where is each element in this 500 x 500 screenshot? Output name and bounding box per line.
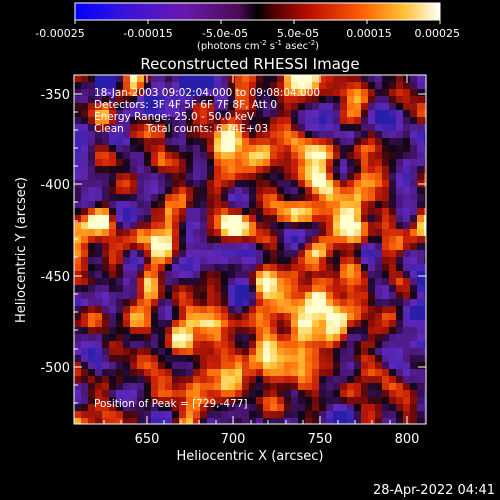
heatmap-image	[74, 75, 426, 424]
plot-timestamp: 28-Apr-2022 04:41	[373, 483, 495, 498]
x-tick-label: 800	[395, 432, 420, 447]
detectors-text: Detectors: 3F 4F 5F 6F 7F 8F, Att 0	[94, 99, 277, 111]
colorbar-tick-label: -0.00025	[35, 27, 84, 40]
colorbar-tick-label: 0.00015	[346, 27, 392, 40]
colorbar-ticks	[74, 20, 441, 24]
colorbar: -0.00025 -0.00015 -5.0e-05 5.0e-05 0.000…	[35, 2, 461, 52]
colorbar-gradient	[74, 2, 441, 21]
x-tick-label: 700	[221, 432, 246, 447]
colorbar-tick-label: -0.00015	[123, 27, 172, 40]
y-tick-label: -500	[40, 361, 70, 376]
plot-frame	[73, 74, 427, 425]
time-range-text: 18-Jan-2003 09:02:04.000 to 09:08:04.000	[94, 87, 320, 99]
plot-title: Reconstructed RHESSI Image	[140, 55, 359, 73]
x-axis-ticks	[103, 75, 408, 424]
y-tick-label: -450	[40, 270, 70, 285]
x-tick-label: 650	[135, 432, 160, 447]
x-tick-label: 750	[308, 432, 333, 447]
algorithm-text: Clean	[94, 123, 124, 135]
peak-position-text: Position of Peak = [729,-477]	[94, 398, 248, 410]
colorbar-tick-label: -5.0e-05	[202, 27, 248, 40]
y-axis-ticks	[74, 93, 426, 404]
colorbar-tick-label: 0.00025	[415, 27, 461, 40]
image-info: 18-Jan-2003 09:02:04.000 to 09:08:04.000…	[94, 87, 320, 410]
colorbar-units: (photons cm-2 s-1 asec-2)	[197, 39, 319, 52]
energy-range-text: Energy Range: 25.0 - 50.0 keV	[94, 111, 255, 123]
total-counts-text: Total counts: 6.74E+03	[145, 123, 268, 135]
image-area	[74, 75, 426, 424]
y-tick-label: -350	[40, 88, 70, 103]
x-axis-label: Heliocentric X (arcsec)	[177, 449, 324, 464]
y-tick-label: -400	[40, 178, 70, 193]
y-axis-label: Heliocentric Y (arcsec)	[14, 177, 29, 323]
colorbar-tick-label: 5.0e-05	[277, 27, 319, 40]
